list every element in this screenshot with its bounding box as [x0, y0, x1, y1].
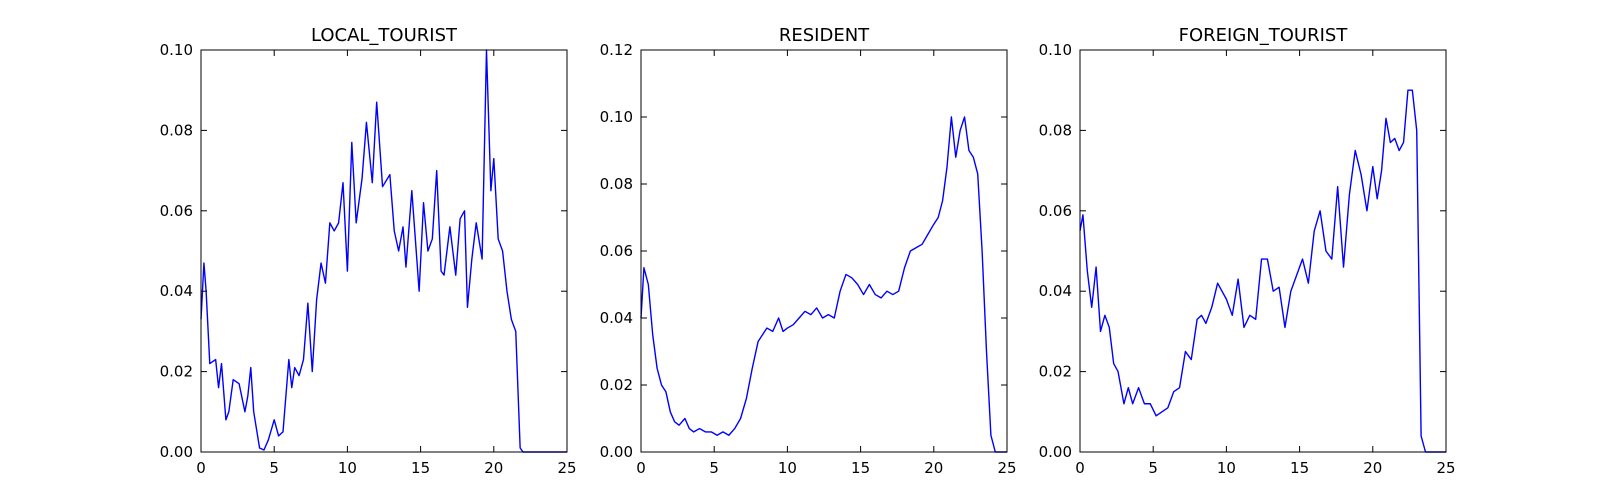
subplot-title: FOREIGN_TOURIST	[1179, 25, 1349, 46]
x-tick-label: 0	[196, 459, 206, 477]
y-tick-label: 0.02	[1039, 363, 1072, 381]
plot-frame	[200, 49, 568, 453]
x-tick-label: 20	[1363, 459, 1382, 477]
y-tick-label: 0.10	[160, 41, 193, 59]
y-tick-label: 0.00	[600, 443, 633, 461]
y-tick-label: 0.06	[160, 202, 193, 220]
y-tick-label: 0.08	[600, 175, 633, 193]
subplot-title: RESIDENT	[779, 25, 870, 46]
y-tick-label: 0.10	[1039, 41, 1072, 59]
x-tick-label: 25	[997, 459, 1016, 477]
y-tick-label: 0.06	[1039, 202, 1072, 220]
x-tick-label: 15	[851, 459, 870, 477]
x-tick-label: 5	[1148, 459, 1158, 477]
y-tick-label: 0.06	[600, 242, 633, 260]
plot-frame	[640, 49, 1008, 453]
x-tick-label: 20	[924, 459, 943, 477]
y-tick-label: 0.08	[160, 121, 193, 139]
x-tick-label: 5	[709, 459, 719, 477]
x-tick-label: 25	[557, 459, 576, 477]
subplot-title: LOCAL_TOURIST	[311, 25, 458, 46]
plot-frame	[1079, 49, 1447, 453]
subplot-1: LOCAL_TOURIST 0 5 10 15 20 25 0.00 0.02 0.04 0.06 0…	[160, 25, 577, 477]
x-tick-label: 25	[1436, 459, 1455, 477]
series-line	[640, 116, 1007, 453]
y-tick-label: 0.12	[600, 41, 633, 59]
series-line	[200, 49, 567, 453]
y-tick-label: 0.10	[600, 108, 633, 126]
subplot-3: FOREIGN_TOURIST 0 5 10 15 20 25 0.00 0.02 0.04 0.0…	[1039, 25, 1456, 477]
x-tick-label: 0	[1075, 459, 1085, 477]
x-tick-label: 20	[484, 459, 503, 477]
series-line	[1079, 89, 1446, 453]
y-tick-label: 0.04	[600, 309, 633, 327]
y-tick-label: 0.04	[1039, 282, 1072, 300]
subplot-2: RESIDENT 0 5 10 15 20 25 0.00 0.02 0.04 0.06 0.08 0.…	[600, 25, 1017, 477]
x-tick-label: 15	[1290, 459, 1309, 477]
y-tick-label: 0.00	[160, 443, 193, 461]
x-tick-label: 10	[1217, 459, 1236, 477]
x-tick-label: 0	[636, 459, 646, 477]
y-tick-label: 0.02	[600, 376, 633, 394]
y-tick-label: 0.00	[1039, 443, 1072, 461]
x-tick-label: 5	[269, 459, 279, 477]
y-tick-label: 0.04	[160, 282, 193, 300]
x-tick-label: 15	[411, 459, 430, 477]
x-tick-label: 10	[778, 459, 797, 477]
x-tick-label: 10	[338, 459, 357, 477]
y-tick-label: 0.02	[160, 363, 193, 381]
y-tick-label: 0.08	[1039, 121, 1072, 139]
